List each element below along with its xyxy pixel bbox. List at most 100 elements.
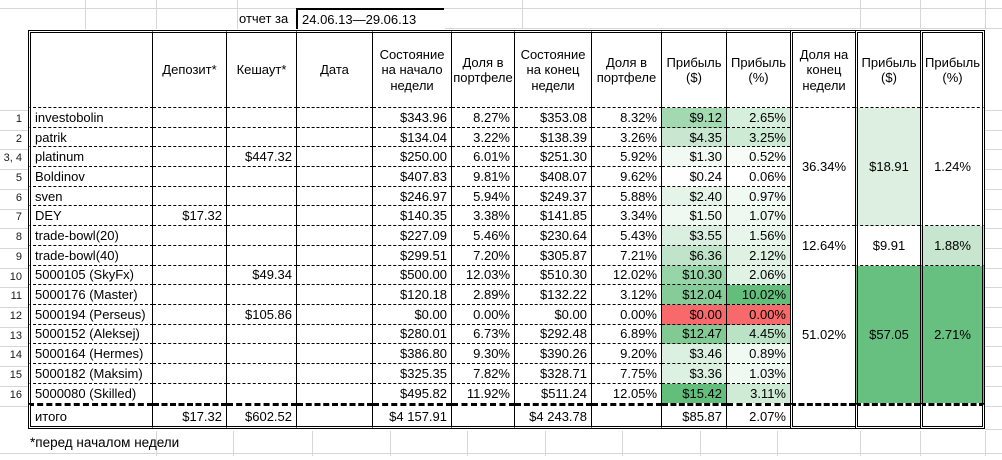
cell-start[interactable]: $120.18 — [373, 285, 452, 305]
total-share-end-cell[interactable] — [592, 403, 662, 430]
total-group-profit-usd-cell[interactable] — [855, 403, 920, 430]
cell-deposit[interactable] — [153, 108, 227, 128]
cell-profit_usd[interactable]: $0.00 — [662, 304, 727, 325]
cell-cashout[interactable] — [227, 285, 297, 305]
cell-profit_usd[interactable]: $0.24 — [662, 167, 727, 187]
cell-end[interactable]: $305.87 — [515, 245, 592, 266]
cell-profit_usd[interactable]: $12.47 — [662, 324, 727, 345]
cell-share_end[interactable]: 9.20% — [592, 344, 662, 364]
cell-end[interactable]: $249.37 — [515, 186, 592, 207]
cell-profit_usd[interactable]: $9.12 — [662, 108, 727, 128]
cell-date[interactable] — [297, 147, 373, 168]
cell-cashout[interactable] — [227, 383, 297, 404]
cell-share_start[interactable]: 0.00% — [452, 304, 515, 325]
cell-deposit[interactable] — [153, 344, 227, 364]
row-number[interactable]: 14 — [9, 349, 22, 362]
cell-date[interactable] — [297, 265, 373, 286]
cell-share_end[interactable]: 3.26% — [592, 127, 662, 148]
header-share-start[interactable]: Доля в портфеле — [452, 30, 515, 108]
header-share-end[interactable]: Доля в портфеле — [592, 30, 662, 108]
cell-date[interactable] — [297, 363, 373, 384]
cell-date[interactable] — [297, 108, 373, 128]
row-number[interactable]: 8 — [15, 231, 22, 244]
cell-profit_pct[interactable]: 10.02% — [727, 285, 790, 305]
cell-share_start[interactable]: 5.94% — [452, 186, 515, 207]
cell-date[interactable] — [297, 206, 373, 227]
cell-share_start[interactable]: 9.30% — [452, 344, 515, 364]
cell-share_end[interactable]: 7.75% — [592, 363, 662, 384]
total-deposit-cell[interactable]: $17.32 — [153, 403, 227, 430]
total-week-end-cell[interactable]: $4 243.78 — [515, 403, 592, 430]
cell-cashout[interactable] — [227, 226, 297, 246]
cell-share_end[interactable]: 0.00% — [592, 304, 662, 325]
cell-profit_pct[interactable]: 2.06% — [727, 265, 790, 286]
cell-cashout[interactable]: $105.86 — [227, 304, 297, 325]
cell-cashout[interactable] — [227, 363, 297, 384]
cell-profit_pct[interactable]: 3.25% — [727, 127, 790, 148]
cell-deposit[interactable] — [153, 285, 227, 305]
header-week-start[interactable]: Состояние на начало недели — [373, 30, 452, 108]
header-week-end[interactable]: Состояние на конец недели — [515, 30, 592, 108]
group1-profit-pct-cell[interactable]: 1.24% — [920, 108, 985, 227]
row-number[interactable]: 15 — [9, 368, 22, 381]
cell-name[interactable]: 5000176 (Master) — [28, 285, 153, 305]
cell-profit_usd[interactable]: $4.35 — [662, 127, 727, 148]
cell-date[interactable] — [297, 127, 373, 148]
header-deposit[interactable]: Депозит* — [153, 30, 227, 108]
cell-cashout[interactable] — [227, 167, 297, 187]
row-number[interactable]: 11 — [10, 290, 22, 303]
cell-date[interactable] — [297, 344, 373, 364]
cell-start[interactable]: $250.00 — [373, 147, 452, 168]
cell-share_start[interactable]: 12.03% — [452, 265, 515, 286]
cell-share_start[interactable]: 6.73% — [452, 324, 515, 345]
group3-profit-usd-cell[interactable]: $57.05 — [855, 265, 920, 404]
cell-share_end[interactable]: 12.02% — [592, 265, 662, 286]
cell-start[interactable]: $299.51 — [373, 245, 452, 266]
row-number[interactable]: 9 — [15, 250, 22, 263]
cell-profit_pct[interactable]: 1.07% — [727, 206, 790, 227]
cell-cashout[interactable]: $447.32 — [227, 147, 297, 168]
header-profit-pct[interactable]: Прибыль (%) — [727, 30, 790, 108]
cell-name[interactable]: 5000164 (Hermes) — [28, 344, 153, 364]
cell-profit_usd[interactable]: $15.42 — [662, 383, 727, 404]
cell-start[interactable]: $500.00 — [373, 265, 452, 286]
cell-profit_pct[interactable]: 4.45% — [727, 324, 790, 345]
cell-profit_pct[interactable]: 3.11% — [727, 383, 790, 404]
cell-profit_pct[interactable]: 0.89% — [727, 344, 790, 364]
cell-cashout[interactable] — [227, 324, 297, 345]
cell-name[interactable]: 5000152 (Aleksej) — [28, 324, 153, 345]
cell-share_end[interactable]: 9.62% — [592, 167, 662, 187]
cell-start[interactable]: $495.82 — [373, 383, 452, 404]
cell-name[interactable]: DEY — [28, 206, 153, 227]
cell-deposit[interactable] — [153, 147, 227, 168]
cell-cashout[interactable] — [227, 245, 297, 266]
cell-end[interactable]: $132.22 — [515, 285, 592, 305]
cell-name[interactable]: 5000182 (Maksim) — [28, 363, 153, 384]
cell-profit_usd[interactable]: $2.40 — [662, 186, 727, 207]
cell-start[interactable]: $227.09 — [373, 226, 452, 246]
total-date-cell[interactable] — [297, 403, 373, 430]
cell-name[interactable]: 5000105 (SkyFx) — [28, 265, 153, 286]
cell-cashout[interactable] — [227, 344, 297, 364]
cell-deposit[interactable] — [153, 127, 227, 148]
row-number[interactable]: 12 — [9, 309, 22, 322]
cell-date[interactable] — [297, 245, 373, 266]
cell-end[interactable]: $328.71 — [515, 363, 592, 384]
cell-cashout[interactable] — [227, 206, 297, 227]
cell-date[interactable] — [297, 186, 373, 207]
cell-end[interactable]: $138.39 — [515, 127, 592, 148]
cell-name[interactable]: patrik — [28, 127, 153, 148]
cell-cashout[interactable] — [227, 108, 297, 128]
cell-share_end[interactable]: 8.32% — [592, 108, 662, 128]
group1-profit-usd-cell[interactable]: $18.91 — [855, 108, 920, 227]
cell-share_start[interactable]: 5.46% — [452, 226, 515, 246]
report-period-cell[interactable]: 24.06.13—29.06.13 — [296, 8, 444, 29]
cell-deposit[interactable]: $17.32 — [153, 206, 227, 227]
cell-name[interactable]: sven — [28, 186, 153, 207]
cell-deposit[interactable] — [153, 265, 227, 286]
cell-deposit[interactable] — [153, 383, 227, 404]
cell-cashout[interactable] — [227, 186, 297, 207]
cell-share_end[interactable]: 5.43% — [592, 226, 662, 246]
cell-share_start[interactable]: 6.01% — [452, 147, 515, 168]
cell-share_end[interactable]: 6.89% — [592, 324, 662, 345]
